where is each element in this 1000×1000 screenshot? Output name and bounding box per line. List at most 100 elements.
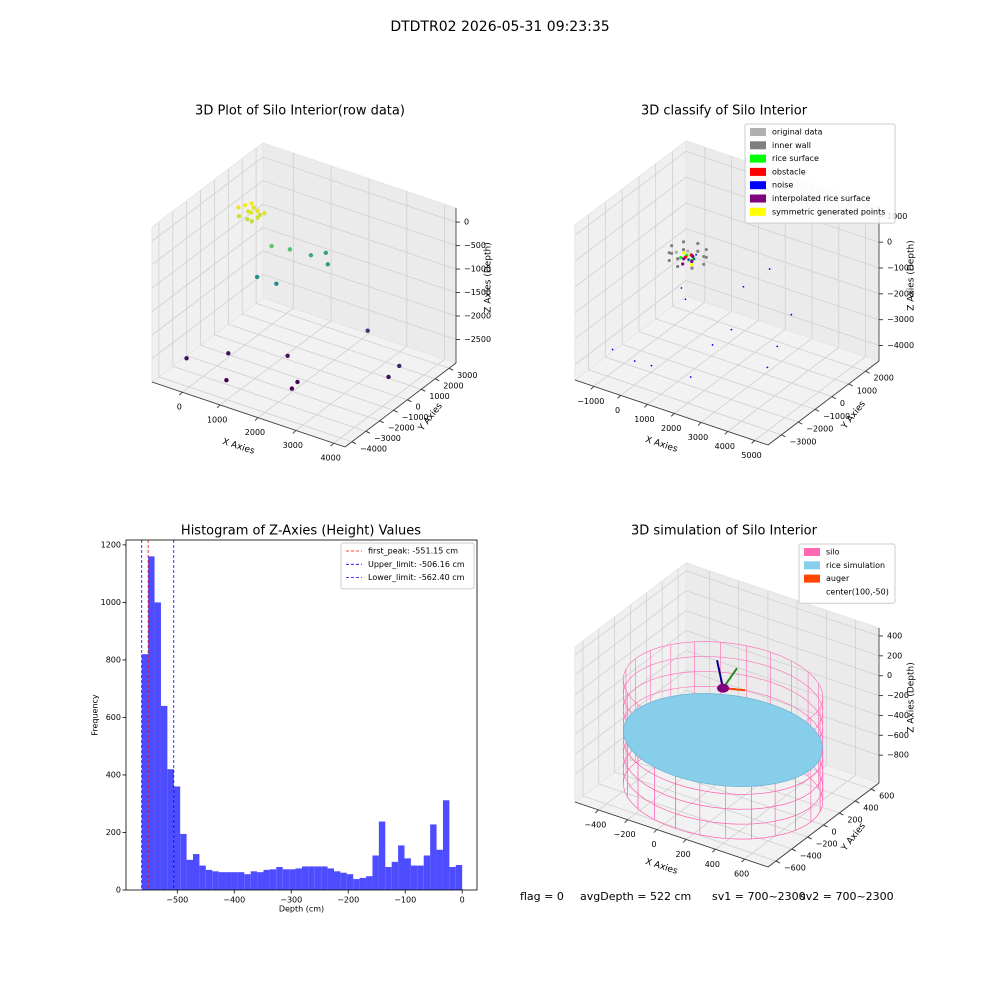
- grid-line: [158, 376, 353, 443]
- y-tick-label: 1200: [101, 540, 121, 549]
- z-tick-label: −600: [887, 731, 909, 740]
- point: [611, 348, 614, 351]
- grid-line: [685, 228, 880, 295]
- silo-ring: [627, 752, 811, 795]
- silo-ring: [810, 764, 824, 793]
- point: [704, 255, 708, 259]
- point: [687, 258, 690, 261]
- z-tick-label: 200: [887, 651, 902, 660]
- point: [365, 328, 370, 333]
- x-tick-label: 2000: [661, 424, 681, 433]
- chart-title: Histogram of Z-Axies (Height) Values: [181, 524, 421, 539]
- grid-line: [574, 254, 687, 340]
- legend-label: original data: [772, 128, 823, 137]
- grid-line: [647, 320, 759, 405]
- bar: [423, 855, 431, 890]
- legend-label: center(100,-50): [826, 587, 889, 596]
- point: [308, 253, 314, 258]
- grid-line: [685, 570, 880, 637]
- grid-line: [214, 334, 408, 401]
- x-tick: [216, 404, 221, 409]
- z-tick-label: −500: [464, 241, 486, 250]
- bar: [263, 869, 270, 890]
- point: [766, 366, 769, 369]
- point: [702, 262, 706, 266]
- y-tick-label: −2000: [806, 425, 833, 434]
- x-tick: [330, 442, 335, 447]
- point: [776, 345, 779, 348]
- chart-title: 3D simulation of Silo Interior: [631, 524, 818, 539]
- legend-swatch: [750, 181, 766, 190]
- y-tick-label: −400: [800, 852, 822, 861]
- legend-frame: [744, 123, 896, 224]
- x-tick-label: 5000: [741, 451, 761, 460]
- x-tick-label: −300: [280, 896, 302, 905]
- legend-label: interpolated rice surface: [772, 194, 870, 203]
- point: [226, 351, 231, 356]
- grid-line: [262, 203, 457, 270]
- plot-frame: [125, 539, 478, 891]
- bar: [385, 866, 392, 890]
- silo-ring: [627, 782, 811, 825]
- bar: [192, 854, 200, 890]
- bar: [314, 866, 322, 890]
- auger-axis: [716, 659, 725, 689]
- point: [397, 363, 402, 369]
- legend-label: noise: [772, 181, 793, 190]
- y-tick-label: 400: [106, 770, 121, 779]
- grid-line: [685, 280, 880, 346]
- point: [257, 212, 263, 218]
- grid-line: [262, 180, 457, 246]
- legend-swatch: [750, 141, 766, 150]
- bar: [276, 866, 283, 890]
- bar: [180, 833, 187, 890]
- grid-line: [186, 355, 380, 422]
- bar: [359, 877, 367, 890]
- z-tick-label: −2000: [887, 289, 914, 298]
- x-tick-label: 4000: [715, 442, 735, 451]
- point: [287, 247, 293, 252]
- point: [224, 377, 229, 383]
- bar: [353, 879, 360, 890]
- bar: [186, 859, 193, 890]
- annotation: sv1 = 700~2300: [712, 890, 806, 903]
- grid-line: [685, 630, 880, 696]
- grid-line: [151, 156, 264, 242]
- point: [702, 254, 706, 259]
- bar: [340, 872, 347, 890]
- legend-label: silo: [826, 548, 840, 557]
- point: [184, 356, 189, 361]
- y-tick: [870, 788, 876, 792]
- y-tick-label: 600: [106, 713, 121, 722]
- z-axis-label: Z Axies (Depth): [484, 242, 494, 313]
- grid-line: [727, 347, 840, 432]
- point: [679, 255, 683, 260]
- point: [681, 240, 686, 244]
- grid-line: [182, 307, 294, 393]
- point: [674, 250, 678, 254]
- chart-title: 3D Plot of Silo Interior(row data): [195, 104, 405, 119]
- point: [686, 249, 690, 253]
- point: [242, 203, 248, 208]
- grid-line: [333, 358, 445, 444]
- legend-label: inner wall: [772, 141, 811, 150]
- bar: [442, 800, 450, 890]
- x-tick: [712, 848, 716, 853]
- bar: [404, 858, 411, 890]
- legend-label: symmetric generated points: [772, 207, 885, 216]
- bar: [378, 821, 386, 890]
- point: [696, 249, 700, 253]
- bar: [327, 868, 335, 890]
- y-tick-label: −3000: [789, 437, 816, 446]
- point: [742, 285, 745, 288]
- x-tick-label: −200: [337, 896, 359, 905]
- y-tick: [807, 836, 812, 840]
- x-tick: [653, 829, 658, 833]
- bar: [321, 866, 328, 890]
- y-tick: [791, 848, 797, 852]
- point: [245, 216, 250, 222]
- bar: [199, 865, 206, 890]
- annotation: flag = 0: [520, 890, 564, 903]
- y-tick-label: 800: [106, 655, 121, 664]
- x-tick-label: −1000: [577, 397, 604, 406]
